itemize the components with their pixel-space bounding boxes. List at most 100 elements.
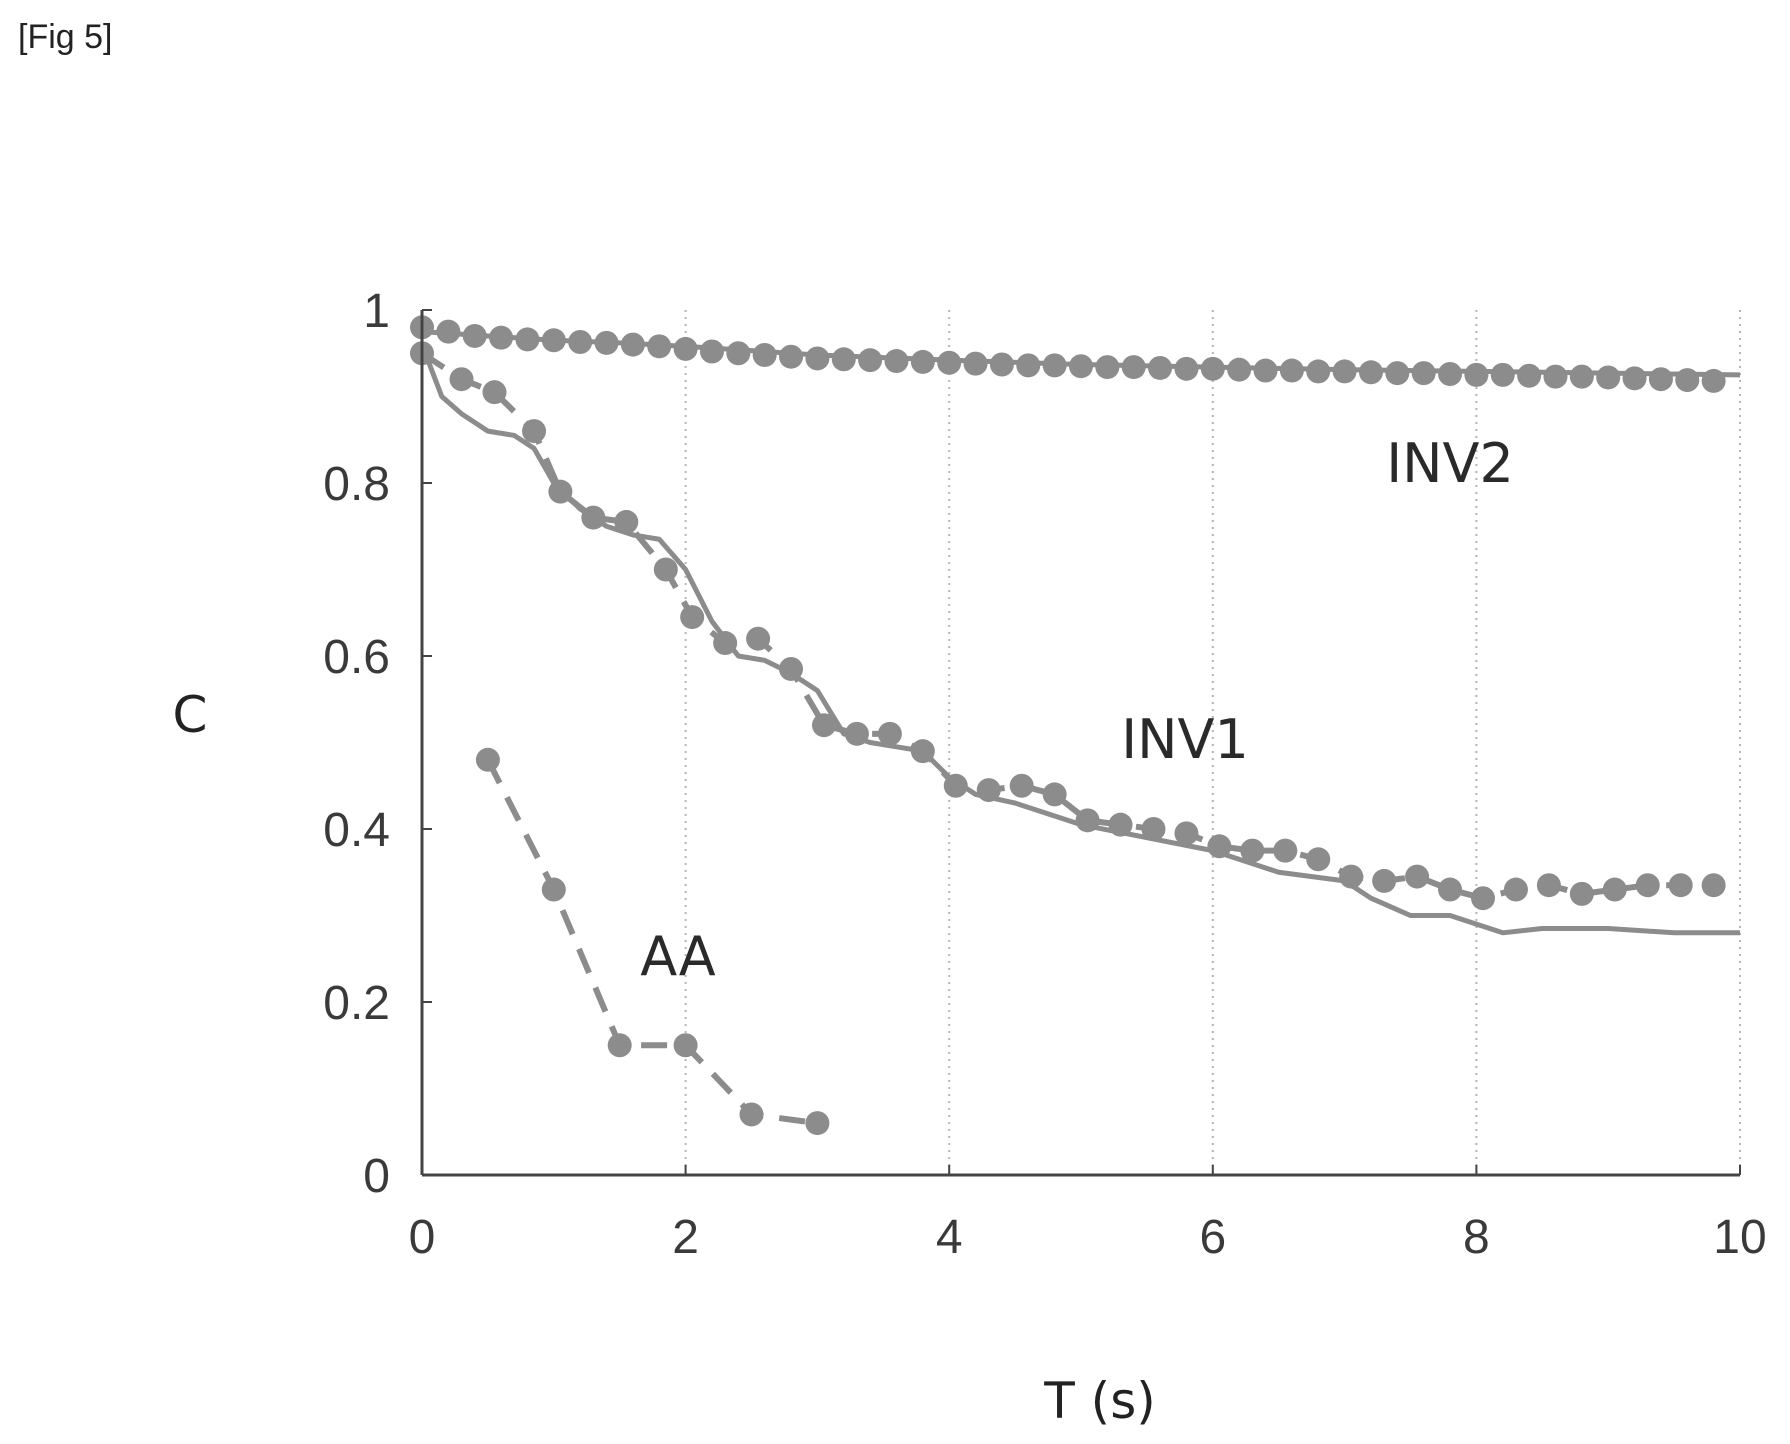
data-point (1174, 356, 1199, 381)
data-point (568, 330, 593, 355)
data-point (713, 631, 738, 656)
data-point (541, 328, 566, 353)
data-point (1069, 354, 1093, 379)
data-point (1470, 886, 1495, 911)
data-point (1200, 356, 1225, 381)
data-point (647, 334, 672, 359)
data-point (1675, 368, 1700, 393)
data-point (963, 351, 988, 376)
data-point (1602, 877, 1627, 902)
data-point (1141, 817, 1166, 841)
series-inv1-dashed-with-markers (410, 341, 1726, 911)
data-point (522, 419, 547, 444)
data-point (858, 348, 883, 373)
data-point (1095, 355, 1120, 380)
data-point (831, 347, 856, 372)
data-point (1279, 358, 1304, 383)
data-point (1016, 353, 1041, 378)
data-point (673, 336, 698, 361)
data-point (1411, 361, 1436, 386)
data-point (594, 330, 619, 355)
data-point (1503, 877, 1528, 902)
data-point (746, 626, 771, 651)
data-point (1536, 873, 1561, 898)
data-point (844, 721, 869, 746)
data-point (673, 1033, 698, 1058)
data-point (937, 350, 962, 375)
data-point (1517, 363, 1542, 388)
data-point (541, 877, 566, 902)
x-tick-label: 2 (672, 1211, 699, 1264)
series-label-inv2: INV2 (1386, 432, 1514, 495)
data-point (910, 739, 935, 764)
data-point (1253, 358, 1278, 383)
data-point (910, 349, 935, 374)
data-point (1042, 353, 1067, 378)
data-point (581, 505, 606, 530)
data-point (436, 319, 461, 344)
y-axis-title: C (173, 686, 208, 744)
data-point (462, 323, 487, 348)
data-point (449, 367, 474, 392)
data-point (1385, 361, 1410, 386)
y-tick-label: 0.6 (323, 631, 390, 684)
data-point (805, 1111, 830, 1136)
data-point (1207, 834, 1232, 859)
data-point (1372, 868, 1397, 893)
data-point (1622, 366, 1647, 391)
data-point (1668, 873, 1693, 898)
data-point (1108, 812, 1133, 837)
data-point (1596, 365, 1621, 390)
series-inv1-solid (419, 343, 1740, 936)
data-point (1438, 362, 1463, 387)
data-point (1332, 359, 1357, 384)
data-point (1635, 873, 1660, 898)
data-point (1490, 362, 1515, 387)
data-point (877, 721, 902, 746)
figure-label: [Fig 5] (18, 18, 113, 56)
series-label-inv1: INV1 (1121, 708, 1249, 771)
data-point (1569, 881, 1594, 906)
data-point (548, 479, 573, 504)
data-point (1358, 360, 1383, 385)
data-point (1121, 355, 1146, 380)
data-point (1306, 359, 1331, 384)
x-tick-label: 0 (409, 1211, 436, 1264)
data-point (726, 341, 751, 366)
data-point (620, 332, 645, 357)
series-aa-dashed-with-markers (475, 747, 830, 1136)
data-point (976, 778, 1001, 803)
data-point (1543, 364, 1568, 389)
data-point (699, 339, 724, 364)
series-group (410, 315, 1741, 1136)
x-tick-label: 10 (1713, 1211, 1766, 1264)
data-point (515, 327, 540, 352)
data-point (1464, 362, 1489, 387)
data-point (607, 1033, 632, 1058)
data-point (805, 346, 830, 371)
data-point (779, 656, 804, 681)
data-point (752, 342, 777, 367)
data-point (1569, 364, 1594, 389)
data-point (475, 747, 500, 772)
y-tick-label: 0.2 (323, 977, 390, 1030)
data-point (1240, 838, 1265, 863)
data-point (1701, 368, 1726, 393)
data-point (811, 713, 836, 738)
series-inv2-dotted (410, 315, 1726, 393)
data-point (680, 605, 705, 630)
tick-labels: 0 2 4 6 8 10 0 0.2 0.4 0.6 0.8 1 (323, 285, 1766, 1264)
data-point (1648, 367, 1673, 392)
y-tick-label: 0.8 (323, 458, 390, 511)
data-point (614, 509, 639, 534)
data-point (489, 325, 514, 350)
x-tick-label: 6 (1199, 1211, 1226, 1264)
data-point (1701, 873, 1726, 898)
y-tick-label: 1 (363, 285, 390, 338)
data-point (1174, 821, 1199, 846)
data-point (884, 349, 909, 374)
data-point (739, 1102, 764, 1127)
data-point (1273, 838, 1298, 863)
data-point (1306, 847, 1331, 872)
